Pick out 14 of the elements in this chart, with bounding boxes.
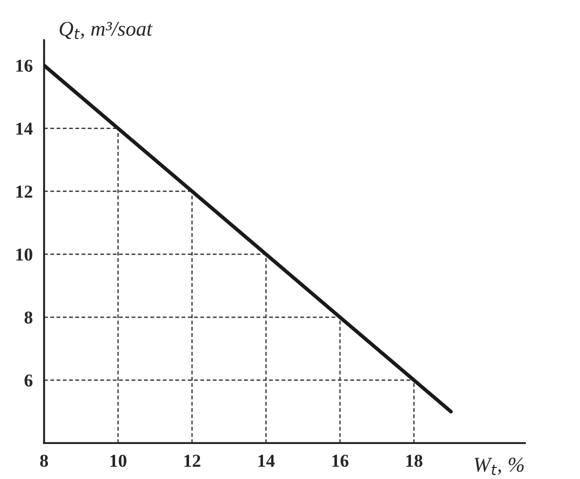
x-axis-title: W$_{t}$, % (474, 458, 524, 475)
x-tick-label: 16 (332, 454, 348, 467)
y-tick-label: 10 (16, 248, 32, 261)
y-tick-label: 8 (24, 311, 32, 324)
x-tick-label: 8 (40, 454, 48, 467)
y-tick-label: 6 (24, 374, 32, 387)
x-tick-label: 12 (184, 454, 200, 467)
x-tick-label: 10 (110, 454, 126, 467)
y-tick-label: 16 (16, 60, 32, 72)
x-tick-label: 14 (258, 454, 275, 467)
y-tick-label: 12 (16, 186, 32, 198)
y-tick-label: 14 (16, 122, 33, 135)
x-tick-label: 18 (406, 454, 422, 467)
y-axis-title: Q$_{t}$, m³/soat (60, 22, 153, 40)
